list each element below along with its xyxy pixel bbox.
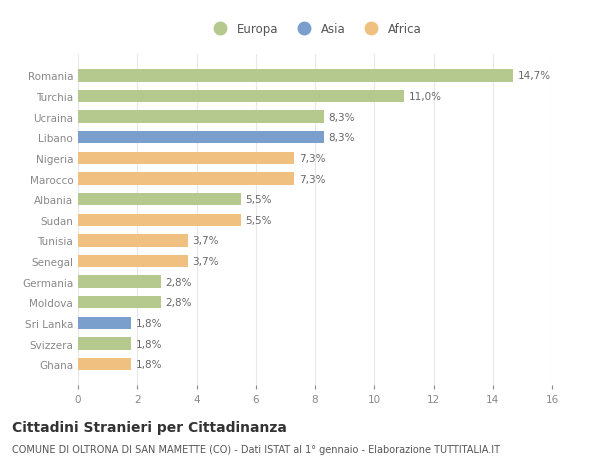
Text: 3,7%: 3,7% (192, 257, 218, 267)
Bar (78, 91, 404, 103)
Bar (78, 317, 131, 330)
Bar (78, 173, 294, 185)
Bar (78, 235, 188, 247)
Text: 8,3%: 8,3% (328, 112, 355, 123)
Legend: Europa, Asia, Africa: Europa, Asia, Africa (203, 18, 427, 40)
Bar (78, 111, 324, 123)
Text: 11,0%: 11,0% (409, 92, 442, 102)
Bar (78, 276, 161, 288)
Text: 2,8%: 2,8% (166, 297, 192, 308)
Bar (78, 338, 131, 350)
Text: Cittadini Stranieri per Cittadinanza: Cittadini Stranieri per Cittadinanza (12, 420, 287, 434)
Bar (78, 255, 188, 268)
Text: 7,3%: 7,3% (299, 174, 325, 184)
Text: 1,8%: 1,8% (136, 359, 162, 369)
Text: 5,5%: 5,5% (245, 215, 272, 225)
Bar (78, 297, 161, 309)
Bar (78, 194, 241, 206)
Bar (78, 70, 514, 83)
Text: 5,5%: 5,5% (245, 195, 272, 205)
Text: 1,8%: 1,8% (136, 318, 162, 328)
Text: 1,8%: 1,8% (136, 339, 162, 349)
Bar (78, 358, 131, 370)
Bar (78, 132, 324, 144)
Text: 8,3%: 8,3% (328, 133, 355, 143)
Bar (78, 152, 294, 165)
Bar (78, 214, 241, 226)
Text: COMUNE DI OLTRONA DI SAN MAMETTE (CO) - Dati ISTAT al 1° gennaio - Elaborazione : COMUNE DI OLTRONA DI SAN MAMETTE (CO) - … (12, 444, 500, 454)
Text: 2,8%: 2,8% (166, 277, 192, 287)
Text: 14,7%: 14,7% (518, 71, 551, 81)
Text: 3,7%: 3,7% (192, 236, 218, 246)
Text: 7,3%: 7,3% (299, 154, 325, 163)
